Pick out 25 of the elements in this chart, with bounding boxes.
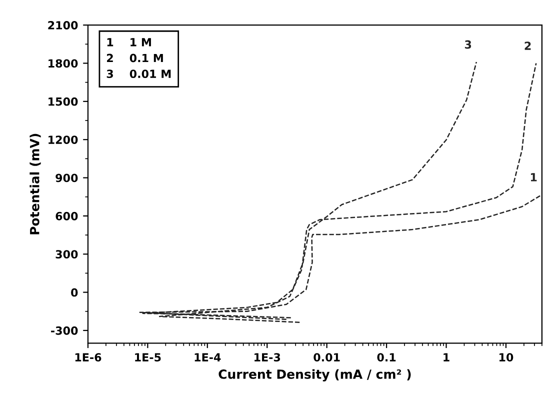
x-axis-title: Current Density (mA / cm² ) <box>218 369 411 382</box>
x-tick-label: 1E-5 <box>135 353 161 362</box>
series-label: 1 <box>530 173 537 182</box>
y-tick-label: 1200 <box>48 136 78 144</box>
y-tick-label: 2100 <box>48 21 78 30</box>
series-label: 3 <box>464 40 472 49</box>
x-tick-label: 10 <box>499 353 514 362</box>
y-tick-label: 900 <box>56 174 78 182</box>
x-tick-label: 1E-4 <box>194 353 221 362</box>
x-tick-label: 0.1 <box>377 353 396 362</box>
y-tick-label: 1500 <box>48 97 78 106</box>
y-axis-title: Potential (mV) <box>30 134 41 234</box>
y-tick-label: 1800 <box>48 59 78 68</box>
x-tick-label: 1E-6 <box>75 353 102 362</box>
y-tick-label: -300 <box>51 326 78 335</box>
y-tick-label: 600 <box>56 212 78 220</box>
x-tick-label: 1E-3 <box>254 353 280 362</box>
x-tick-label: 0.01 <box>314 353 340 362</box>
series-label: 2 <box>524 42 531 50</box>
x-tick-label: 1 <box>444 353 450 362</box>
annotation: 1 1 M <box>107 38 151 46</box>
y-tick-label: 300 <box>56 250 78 258</box>
annotation: 3 0.01 M <box>106 70 171 78</box>
y-tick-label: 0 <box>71 288 78 297</box>
annotation: 2 0.1 M <box>107 54 163 62</box>
